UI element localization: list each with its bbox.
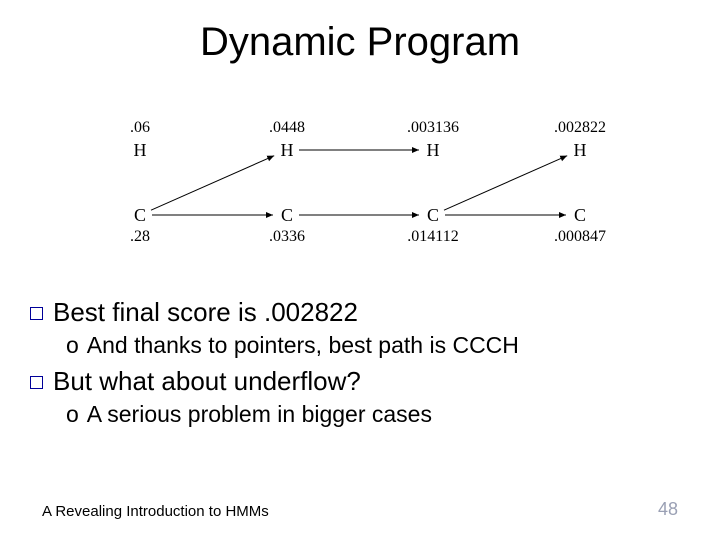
- node-value: .28: [130, 228, 150, 245]
- node-value: .06: [130, 119, 150, 136]
- node-label: C: [281, 205, 293, 225]
- edge: [444, 156, 567, 210]
- node-label: C: [427, 205, 439, 225]
- edge: [151, 156, 274, 210]
- bullet-list: Best final score is .002822 o And thanks …: [30, 290, 690, 435]
- trellis-svg: H .06 H .0448 H .003136 H .002822 C .28 C .0336 C .01…: [90, 95, 630, 265]
- bullet-square-icon: [30, 307, 43, 320]
- page-number: 48: [658, 499, 678, 520]
- trellis-diagram: H .06 H .0448 H .003136 H .002822 C .28 C .0336 C .01…: [90, 95, 630, 265]
- node-label: H: [134, 140, 147, 160]
- node-label: H: [427, 140, 440, 160]
- bullet-circle-icon: o: [66, 400, 79, 429]
- node-value: .014112: [407, 228, 458, 245]
- sub-bullet-item: o And thanks to pointers, best path is CC…: [66, 331, 690, 360]
- node-value: .0336: [269, 228, 305, 245]
- node-value: .0448: [269, 119, 305, 136]
- node-label: C: [574, 205, 586, 225]
- node-value: .003136: [407, 119, 459, 136]
- sub-bullet-item: o A serious problem in bigger cases: [66, 400, 690, 429]
- bullet-square-icon: [30, 376, 43, 389]
- bullet-text: Best final score is: [53, 297, 264, 327]
- bullet-value: .002822: [264, 297, 358, 327]
- sub-bullet-text: A serious problem in bigger cases: [87, 401, 432, 427]
- node-label: H: [574, 140, 587, 160]
- page-title: Dynamic Program: [0, 20, 720, 65]
- bullet-item: Best final score is .002822: [30, 296, 690, 329]
- bullet-item: But what about underflow?: [30, 365, 690, 398]
- node-value: .002822: [554, 119, 606, 136]
- footer-text: A Revealing Introduction to HMMs: [42, 503, 269, 520]
- bullet-circle-icon: o: [66, 331, 79, 360]
- node-label: C: [134, 205, 146, 225]
- node-value: .000847: [554, 228, 606, 245]
- node-label: H: [281, 140, 294, 160]
- sub-bullet-text: And thanks to pointers, best path is CCC…: [87, 332, 519, 358]
- bullet-text: But what about underflow?: [53, 366, 361, 396]
